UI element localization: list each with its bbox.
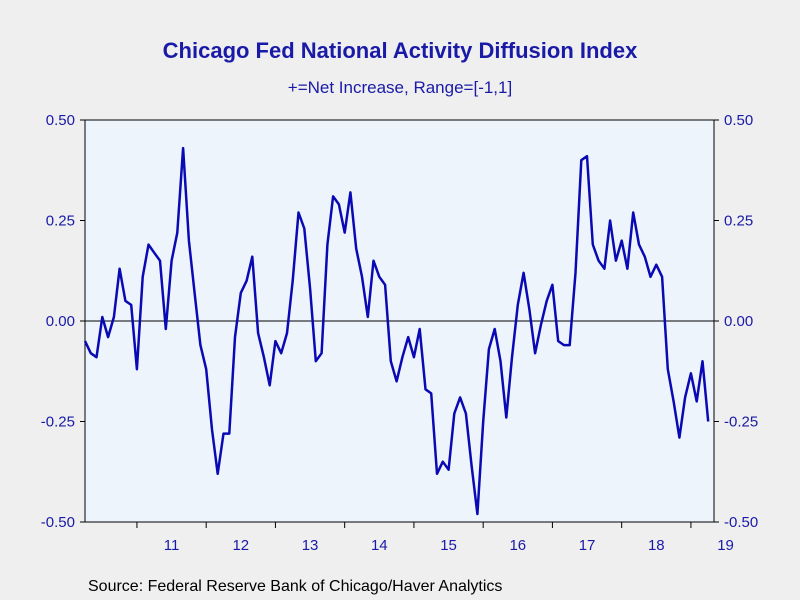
source-note: Source: Federal Reserve Bank of Chicago/… (88, 578, 503, 595)
chart-subtitle: +=Net Increase, Range=[-1,1] (287, 78, 513, 97)
y-tick-label-right: 0.25 (724, 213, 753, 230)
x-tick-label: 14 (371, 537, 388, 554)
y-tick-label-right: 0.50 (724, 112, 753, 129)
y-tick-label-left: -0.25 (41, 414, 75, 431)
y-tick-label-right: 0.00 (724, 313, 753, 330)
x-tick-label: 15 (440, 537, 457, 554)
series-line (83, 146, 710, 516)
y-tick-label-left: 0.25 (46, 213, 75, 230)
x-tick-label: 17 (579, 537, 596, 554)
chart-title: Chicago Fed National Activity Diffusion … (162, 38, 638, 63)
y-tick-label-left: 0.00 (46, 313, 75, 330)
x-tick-label: 19 (717, 537, 734, 554)
x-tick-label: 13 (302, 537, 319, 554)
x-tick-label: 16 (509, 537, 526, 554)
y-tick-label-left: -0.50 (41, 514, 75, 531)
y-tick-label-right: -0.25 (724, 414, 758, 431)
x-tick-label: 11 (164, 537, 180, 554)
y-tick-label-left: 0.50 (46, 112, 75, 129)
y-tick-label-right: -0.50 (724, 514, 758, 531)
x-tick-label: 18 (648, 537, 665, 554)
x-tick-label: 12 (232, 537, 249, 554)
